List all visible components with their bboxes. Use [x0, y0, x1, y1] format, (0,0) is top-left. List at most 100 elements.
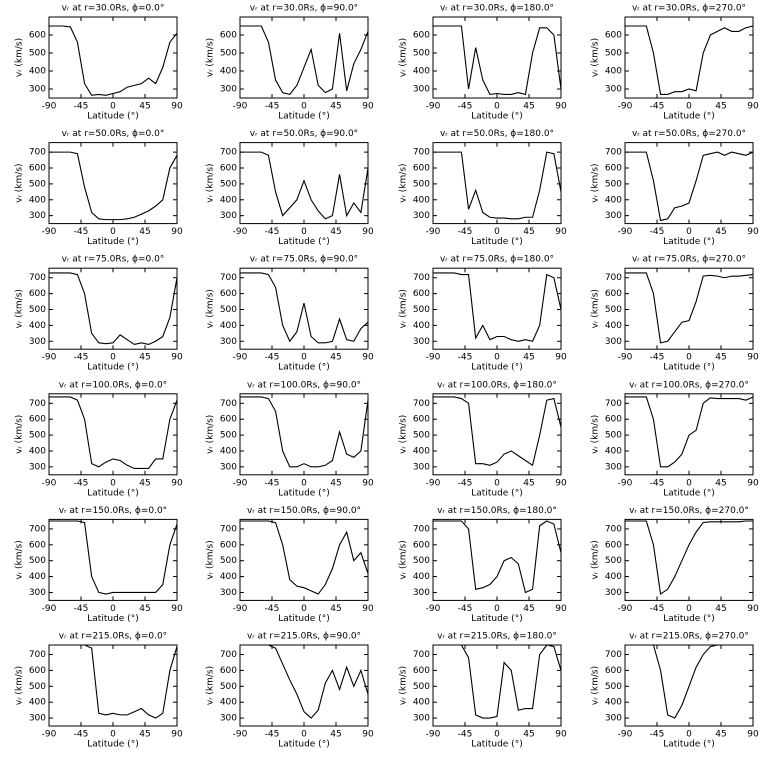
chart-title: vᵣ at r=150.0Rs, ϕ=0.0° [59, 506, 167, 516]
plot-frame [624, 393, 754, 476]
y-tick-label: 300 [29, 588, 46, 598]
x-tick-label: 45 [330, 227, 341, 237]
y-axis-label: vᵣ (km/s) [591, 415, 601, 454]
y-tick-label: 300 [605, 714, 622, 724]
x-tick-label: 45 [715, 102, 726, 112]
data-line [240, 396, 369, 468]
plot-frame [432, 16, 562, 99]
y-tick-label: 400 [413, 195, 430, 205]
y-tick-label: 300 [605, 85, 622, 95]
y-axis-label: vᵣ (km/s) [591, 38, 601, 77]
x-axis-label: Latitude (°) [278, 740, 329, 750]
x-tick-label: 90 [555, 604, 567, 614]
y-tick-label: 700 [413, 650, 430, 660]
x-tick-label: 90 [747, 730, 759, 740]
y-tick-label: 600 [220, 31, 237, 41]
x-axis-label: Latitude (°) [471, 488, 522, 498]
data-line [625, 396, 754, 468]
x-tick-label: 45 [523, 730, 534, 740]
chart-title: vᵣ at r=30.0Rs, ϕ=270.0° [632, 4, 746, 14]
y-tick-label: 500 [605, 556, 622, 566]
x-tick-label: -45 [265, 730, 280, 740]
plot-frame [624, 142, 754, 225]
x-tick-label: 90 [171, 478, 183, 488]
y-tick-label: 300 [605, 462, 622, 472]
data-line [433, 151, 562, 220]
y-tick-label: 400 [605, 321, 622, 331]
plot-frame [48, 393, 178, 476]
y-tick-label: 400 [220, 698, 237, 708]
chart-title: vᵣ at r=100.0Rs, ϕ=0.0° [59, 380, 167, 390]
y-tick-label: 400 [605, 572, 622, 582]
data-line [433, 396, 562, 467]
y-tick-label: 500 [413, 556, 430, 566]
x-axis-label: Latitude (°) [663, 112, 714, 122]
y-tick-label: 500 [220, 556, 237, 566]
y-tick-label: 700 [413, 148, 430, 158]
x-tick-label: 0 [686, 604, 692, 614]
y-axis-label: vᵣ (km/s) [15, 540, 25, 579]
y-tick-label: 400 [220, 572, 237, 582]
x-axis-label: Latitude (°) [471, 237, 522, 247]
x-axis-label: Latitude (°) [87, 740, 138, 750]
x-tick-label: 90 [362, 227, 374, 237]
y-tick-label: 400 [413, 698, 430, 708]
data-line [240, 520, 369, 595]
y-tick-label: 700 [605, 273, 622, 283]
y-tick-label: 500 [605, 431, 622, 441]
x-tick-label: 0 [301, 730, 307, 740]
x-tick-label: 45 [330, 478, 341, 488]
x-tick-label: -90 [42, 227, 57, 237]
y-tick-label: 700 [29, 650, 46, 660]
data-line [240, 644, 369, 719]
y-tick-label: 700 [29, 524, 46, 534]
x-tick-label: 90 [747, 102, 759, 112]
y-tick-label: 600 [413, 666, 430, 676]
y-tick-label: 500 [413, 305, 430, 315]
x-tick-label: 0 [301, 604, 307, 614]
data-line [433, 520, 562, 594]
plot-frame [624, 16, 754, 99]
y-tick-label: 700 [413, 399, 430, 409]
y-tick-label: 700 [605, 650, 622, 660]
y-tick-label: 700 [220, 399, 237, 409]
x-axis-label: Latitude (°) [663, 614, 714, 624]
chart-title: vᵣ at r=75.0Rs, ϕ=90.0° [250, 255, 358, 265]
y-tick-label: 500 [413, 179, 430, 189]
y-tick-label: 500 [413, 682, 430, 692]
x-tick-label: 90 [171, 730, 183, 740]
x-tick-label: 45 [139, 102, 150, 112]
x-axis-label: Latitude (°) [278, 363, 329, 373]
y-tick-label: 500 [605, 682, 622, 692]
y-tick-label: 600 [29, 164, 46, 174]
x-tick-label: -90 [426, 227, 441, 237]
plot-frame [239, 16, 369, 99]
x-tick-label: 45 [139, 353, 150, 363]
x-tick-label: -90 [618, 730, 633, 740]
x-tick-label: -45 [650, 478, 665, 488]
x-tick-label: 0 [494, 353, 500, 363]
x-tick-label: 45 [330, 102, 341, 112]
x-tick-label: -45 [650, 730, 665, 740]
y-tick-label: 400 [605, 446, 622, 456]
y-tick-label: 400 [220, 321, 237, 331]
y-tick-label: 400 [413, 67, 430, 77]
chart-title: vᵣ at r=50.0Rs, ϕ=180.0° [440, 129, 554, 139]
y-tick-label: 600 [220, 666, 237, 676]
x-tick-label: 90 [747, 353, 759, 363]
y-axis-label: vᵣ (km/s) [591, 666, 601, 705]
y-tick-label: 600 [29, 666, 46, 676]
y-tick-label: 500 [29, 682, 46, 692]
x-tick-label: 90 [171, 227, 183, 237]
data-line [49, 151, 178, 221]
x-tick-label: 90 [362, 478, 374, 488]
y-axis-label: vᵣ (km/s) [591, 540, 601, 579]
x-tick-label: -90 [618, 102, 633, 112]
x-tick-label: 0 [494, 227, 500, 237]
x-axis-label: Latitude (°) [471, 740, 522, 750]
y-axis-label: vᵣ (km/s) [591, 289, 601, 328]
x-tick-label: 90 [362, 604, 374, 614]
x-tick-label: 45 [715, 227, 726, 237]
plot-frame [48, 518, 178, 601]
